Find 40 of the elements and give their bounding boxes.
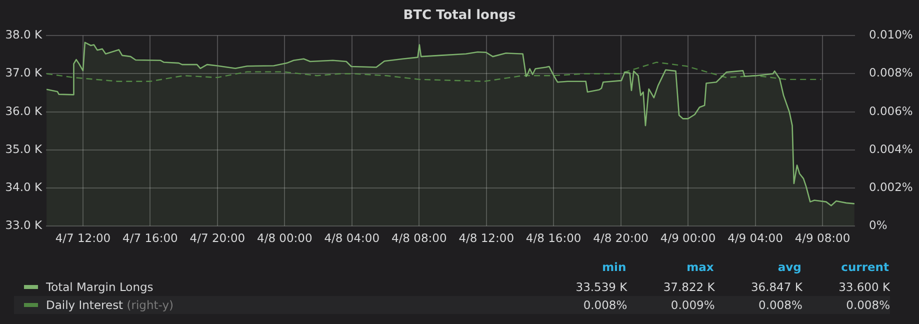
text: max xyxy=(686,259,715,276)
y2-tick-label: 0% xyxy=(869,218,888,232)
y2-tick-label: 0.002% xyxy=(869,180,913,194)
chart-title: BTC Total longs xyxy=(403,8,516,24)
text: 0.008% xyxy=(582,297,628,314)
x-tick-label: 4/7 20:00 xyxy=(190,231,246,246)
x-tick-label: 4/7 16:00 xyxy=(122,231,178,246)
y-tick-label: 36.0 K xyxy=(5,104,42,118)
legend-label: Daily Interest xyxy=(46,298,124,312)
text: avg xyxy=(776,259,802,276)
y2-tick-label: 0.006% xyxy=(869,104,913,118)
text: 33.600 K xyxy=(838,279,890,296)
x-tick-label: 4/9 04:00 xyxy=(728,231,783,246)
x-tick-label: 4/8 12:00 xyxy=(458,231,514,246)
x-tick-label: 4/8 08:00 xyxy=(391,231,447,246)
y-tick-label: 34.0 K xyxy=(5,180,42,194)
x-tick-label: 4/7 12:00 xyxy=(55,231,111,246)
text: 0.008% xyxy=(845,297,890,314)
x-tick-label: 4/8 16:00 xyxy=(526,231,582,246)
text: 37.822 K xyxy=(662,279,715,296)
text: 33.539 K xyxy=(574,279,628,296)
text: current xyxy=(840,259,890,276)
text: min xyxy=(601,259,628,276)
y2-tick-label: 0.008% xyxy=(869,66,913,80)
text: 36.847 K xyxy=(750,279,802,296)
y-tick-label: 38.0 K xyxy=(5,28,42,42)
legend-label: Total Margin Longs xyxy=(45,279,154,296)
x-tick-label: 4/9 00:00 xyxy=(660,231,716,246)
x-tick-label: 4/8 00:00 xyxy=(257,231,312,246)
x-tick-label: 4/8 04:00 xyxy=(324,231,380,246)
text: 0.009% xyxy=(670,297,715,314)
text: (right-y) xyxy=(126,298,174,312)
x-tick-label: 4/8 20:00 xyxy=(593,231,648,246)
x-tick-label: 4/9 08:00 xyxy=(794,231,850,246)
y-tick-label: 33.0 K xyxy=(5,218,42,232)
text: 0.008% xyxy=(758,297,802,314)
y2-tick-label: 0.010% xyxy=(869,28,913,42)
y-tick-label: 37.0 K xyxy=(5,66,42,80)
y-tick-label: 35.0 K xyxy=(5,142,42,156)
y2-tick-label: 0.004% xyxy=(869,142,913,156)
